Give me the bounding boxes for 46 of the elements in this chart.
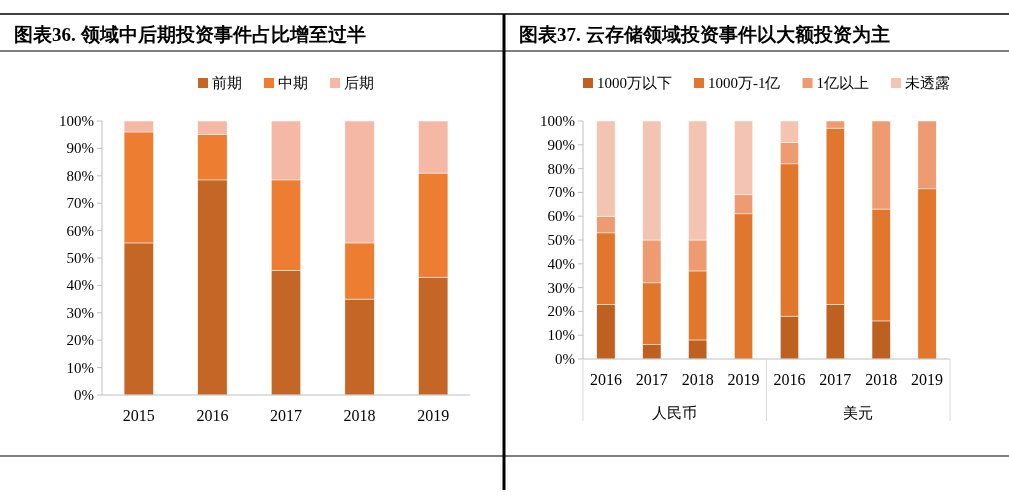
x-tick-label: 2016 — [773, 371, 806, 388]
y-tick-label: 60% — [547, 208, 575, 225]
y-tick-label: 20% — [66, 332, 94, 349]
y-tick-label: 30% — [547, 279, 575, 296]
x-tick-label: 2018 — [343, 407, 376, 424]
chart-title: 图表36. 领域中后期投资事件占比增至过半 — [14, 24, 366, 45]
y-tick-label: 40% — [547, 255, 575, 272]
x-tick-label: 2017 — [819, 371, 852, 388]
legend-label: 1亿以上 — [816, 75, 869, 91]
y-tick-label: 70% — [547, 184, 575, 201]
legend-label: 1000万以下 — [597, 75, 672, 91]
text: 人民币 — [652, 405, 698, 421]
x-tick-label: 2019 — [911, 371, 944, 388]
y-tick-label: 80% — [66, 167, 94, 184]
y-tick-label: 60% — [66, 222, 94, 239]
y-tick-label: 100% — [540, 113, 575, 129]
y-tick-label: 40% — [66, 277, 94, 294]
y-tick-label: 10% — [547, 327, 575, 344]
legend-label: 前期 — [212, 75, 242, 91]
chart-title: 图表37. 云存储领域投资事件以大额投资为主 — [519, 24, 890, 45]
legend-label: 中期 — [278, 75, 308, 91]
y-tick-label: 80% — [547, 160, 575, 177]
legend-label: 后期 — [344, 75, 374, 91]
y-tick-label: 0% — [74, 387, 94, 403]
x-tick-label: 2017 — [635, 371, 668, 388]
y-tick-label: 0% — [555, 351, 575, 367]
y-tick-label: 90% — [547, 136, 575, 153]
x-tick-label: 2019 — [727, 371, 760, 388]
y-tick-label: 90% — [66, 140, 94, 157]
x-tick-label: 2018 — [865, 371, 898, 388]
legend-label: 1000万-1亿 — [708, 75, 781, 91]
x-tick-label: 2018 — [681, 371, 714, 388]
legend-label: 未透露 — [905, 75, 950, 91]
y-tick-label: 20% — [547, 303, 575, 320]
x-tick-label: 2016 — [589, 371, 622, 388]
y-tick-label: 70% — [66, 195, 94, 212]
x-tick-label: 2017 — [270, 407, 302, 424]
y-tick-label: 10% — [66, 359, 94, 376]
text: 美元 — [843, 405, 874, 421]
x-tick-label: 2019 — [417, 407, 450, 424]
y-tick-label: 50% — [66, 250, 94, 266]
y-tick-label: 100% — [59, 113, 94, 129]
y-tick-label: 50% — [547, 232, 575, 248]
x-tick-label: 2015 — [122, 407, 155, 424]
x-tick-label: 2016 — [196, 407, 229, 424]
y-tick-label: 30% — [66, 304, 94, 321]
